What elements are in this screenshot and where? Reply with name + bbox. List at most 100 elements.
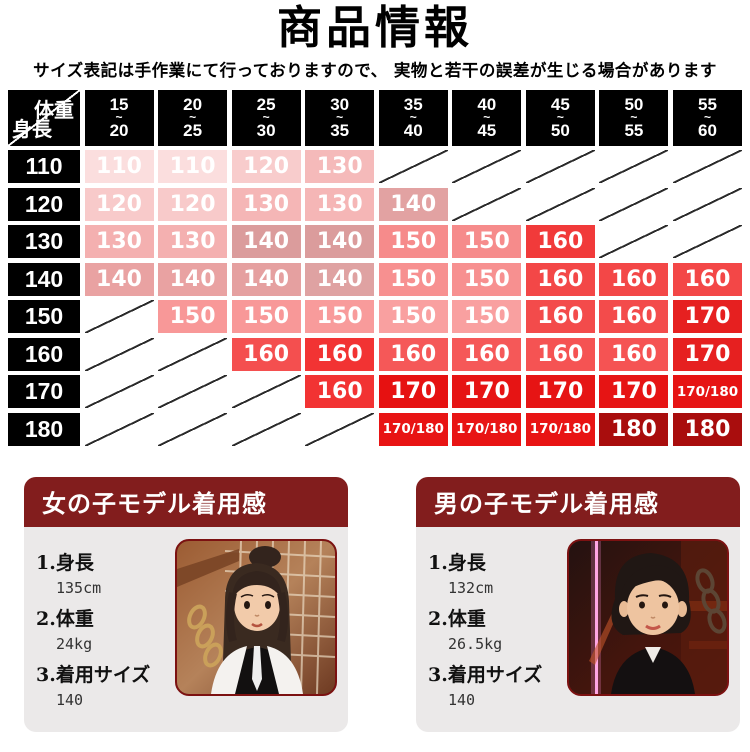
empty-cell [84,337,154,371]
model-stat-value: 24kg [56,634,93,653]
model-cards: 女の子モデル着用感 1.身長 135cm 2.体重 24kg 3.着用サイズ 1… [24,476,740,732]
size-cell: 140 [305,262,375,296]
weight-range-header: 45 ~50 [525,89,595,146]
model-stat-value: 132cm [448,578,494,597]
empty-cell [158,375,228,409]
empty-cell [158,337,228,371]
card-body: 1.身長 135cm 2.体重 24kg 3.着用サイズ 140 [24,527,348,732]
empty-cell [84,412,154,446]
size-cell: 180 [672,412,742,446]
empty-cell [84,375,154,409]
girl-model-photo [175,538,337,696]
model-stat-label: 1.身長 [428,551,486,574]
size-cell: 160 [231,337,301,371]
size-cell: 130 [305,150,375,184]
size-cell: 150 [452,300,522,334]
size-chart-table: 体重 身長 15 ~20 20 ~25 25 ~30 30 ~35 35 ~40 40 ~45 45 ~5… [8,89,742,446]
model-stat-label: 3.着用サイズ [428,663,543,686]
height-row-header: 120 [8,187,80,221]
empty-cell [231,412,301,446]
empty-cell [378,150,448,184]
empty-cell [452,150,522,184]
size-cell: 160 [452,337,522,371]
girl-model-card: 女の子モデル着用感 1.身長 135cm 2.体重 24kg 3.着用サイズ 1… [24,476,348,732]
size-cell: 110 [84,150,154,184]
size-disclaimer: サイズ表記は手作業にて行っておりますので、 実物と若干の誤差が生じる場合がありま… [33,60,717,80]
model-stat-label: 1.身長 [36,551,94,574]
weight-axis-label: 体重 [34,99,74,122]
size-cell: 170 [599,375,669,409]
weight-range-header: 25 ~30 [231,89,301,146]
weight-range-header: 35 ~40 [378,89,448,146]
size-cell: 120 [84,187,154,221]
size-cell: 170/180 [672,375,742,409]
size-cell: 160 [305,375,375,409]
empty-cell [599,187,669,221]
size-cell: 110 [158,150,228,184]
model-stats: 1.身長 132cm 2.体重 26.5kg 3.着用サイズ 140 [428,539,567,714]
size-cell: 140 [378,187,448,221]
weight-range-header: 20 ~25 [158,89,228,146]
model-stats: 1.身長 135cm 2.体重 24kg 3.着用サイズ 140 [36,539,175,714]
height-row-header: 180 [8,412,80,446]
height-row-header: 160 [8,337,80,371]
size-cell: 160 [599,262,669,296]
size-cell: 140 [305,225,375,259]
height-row-header: 140 [8,262,80,296]
size-cell: 150 [452,262,522,296]
size-cell: 160 [525,225,595,259]
empty-cell [599,150,669,184]
size-cell: 170 [672,337,742,371]
table-corner-cell: 体重 身長 [8,89,80,146]
size-cell: 150 [305,300,375,334]
weight-range-header: 50 ~55 [599,89,669,146]
size-cell: 130 [305,187,375,221]
size-cell: 170 [378,375,448,409]
weight-range-header: 40 ~45 [452,89,522,146]
size-cell: 130 [231,187,301,221]
size-cell: 150 [378,262,448,296]
model-stat-label: 2.体重 [36,607,94,630]
height-row-header: 150 [8,300,80,334]
empty-cell [599,225,669,259]
size-cell: 120 [158,187,228,221]
size-cell: 170/180 [525,412,595,446]
empty-cell [672,225,742,259]
size-cell: 160 [305,337,375,371]
empty-cell [231,375,301,409]
height-axis-label: 身長 [12,118,52,141]
page-title: 商品情報 [276,1,473,54]
empty-cell [672,187,742,221]
size-cell: 130 [84,225,154,259]
size-cell: 170 [672,300,742,334]
empty-cell [672,150,742,184]
size-cell: 160 [525,262,595,296]
size-cell: 160 [599,300,669,334]
empty-cell [525,150,595,184]
size-cell: 150 [158,300,228,334]
model-stat-value: 26.5kg [448,634,503,653]
size-cell: 150 [231,300,301,334]
size-cell: 140 [158,262,228,296]
size-cell: 120 [231,150,301,184]
boy-model-photo [567,538,729,696]
size-cell: 160 [525,300,595,334]
size-cell: 160 [672,262,742,296]
model-stat-label: 3.着用サイズ [36,663,151,686]
weight-range-header: 55 ~60 [672,89,742,146]
size-cell: 140 [84,262,154,296]
empty-cell [305,412,375,446]
empty-cell [452,187,522,221]
model-stat-label: 2.体重 [428,607,486,630]
card-title: 男の子モデル着用感 [416,476,740,527]
empty-cell [525,187,595,221]
boy-model-card: 男の子モデル着用感 1.身長 132cm 2.体重 26.5kg 3.着用サイズ… [416,476,740,732]
empty-cell [84,300,154,334]
size-cell: 170/180 [452,412,522,446]
model-stat-value: 135cm [56,578,102,597]
model-stat-value: 140 [448,690,476,709]
size-cell: 140 [231,225,301,259]
size-cell: 150 [378,300,448,334]
size-cell: 160 [378,337,448,371]
height-row-header: 110 [8,150,80,184]
